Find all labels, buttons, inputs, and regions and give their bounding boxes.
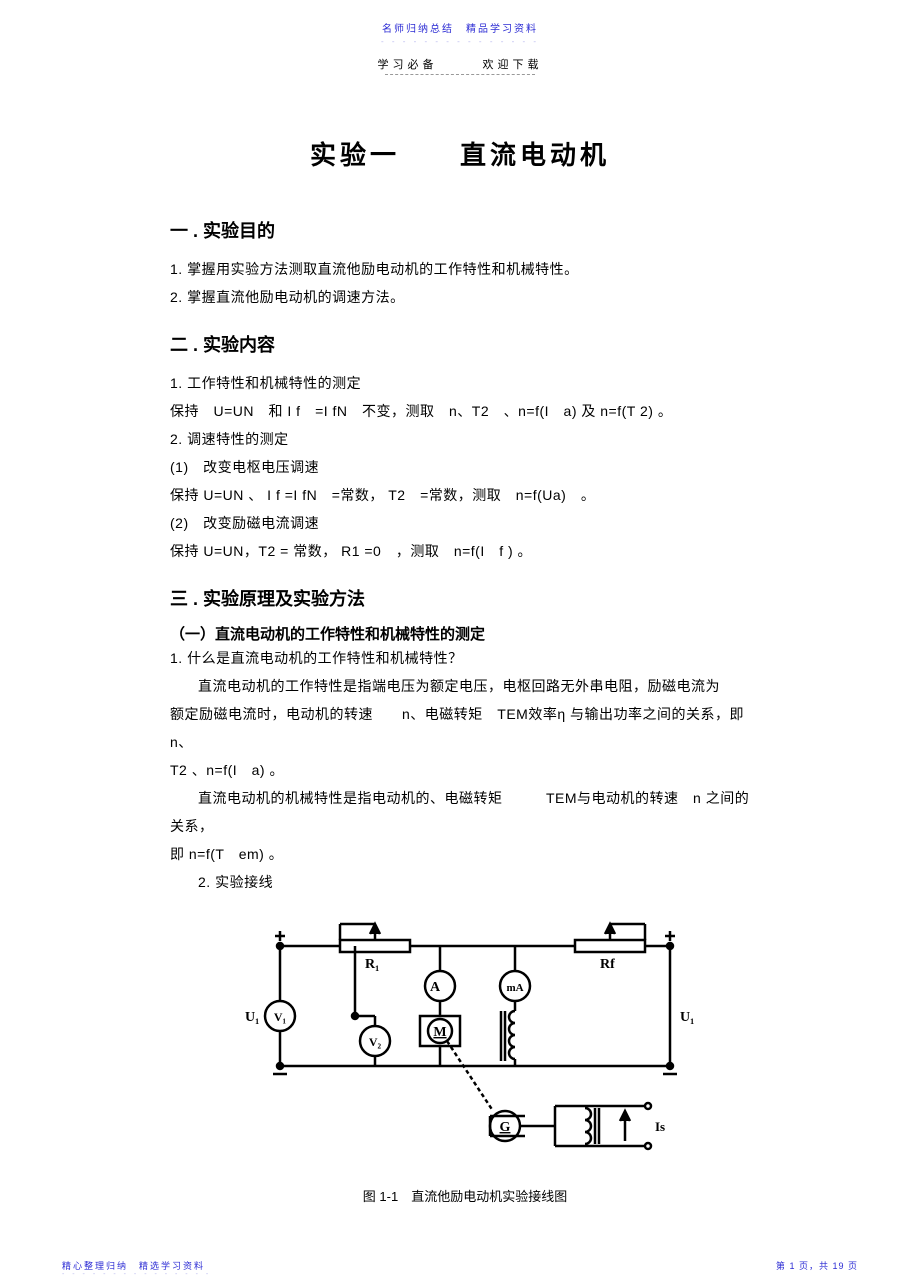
section3-para4: 直流电动机的机械特性是指电动机的、电磁转矩 TEM与电动机的转速 n 之间的关系… [170,784,760,840]
section3-para5: 即 n=f(T em) 。 [170,840,760,868]
section3-heading: 三 . 实验原理及实验方法 [170,585,760,611]
section3-para1: 直流电动机的工作特性是指端电压为额定电压，电枢回路无外串电阻，励磁电流为 [170,672,760,700]
header-divider [385,74,535,75]
page-header-sub: 学习必备 欢迎下载 [0,56,920,72]
section2-item2b-desc: 保持 U=UN，T2 = 常数， R1 =0 ，测取 n=f(I f ) 。 [170,537,760,565]
section2-item1-desc: 保持 U=UN 和 I f =I fN 不变，测取 n、T2 、n=f(I a)… [170,397,760,425]
label-v1: V₁ [274,1010,287,1024]
section2-item2: 2. 调速特性的测定 [170,425,760,453]
label-v2: V₂ [369,1035,382,1049]
footer-right: 第 1 页，共 19 页 [776,1259,858,1272]
section2-item2b: (2) 改变励磁电流调速 [170,509,760,537]
figure-caption: 图 1-1 直流他励电动机实验接线图 [170,1186,760,1205]
main-content: 一 . 实验目的 1. 掌握用实验方法测取直流他励电动机的工作特性和机械特性。 … [0,217,920,1205]
section2-item2a-desc: 保持 U=UN 、 I f =I fN =常数， T2 =常数，测取 n=f(U… [170,481,760,509]
label-a: A [430,980,441,995]
section3-para2: 额定励磁电流时，电动机的转速 n、电磁转矩 TEM效率η 与输出功率之间的关系，… [170,700,760,756]
label-is: Is [655,1119,665,1134]
page-header-top: 名师归纳总结 精品学习资料 [0,0,920,35]
label-u1-left: U₁ [245,1010,259,1025]
section3-sub1: （一）直流电动机的工作特性和机械特性的测定 [170,623,760,644]
footer-right-mid: 页，共 [795,1261,832,1271]
label-m: M [433,1025,446,1040]
section2-heading: 二 . 实验内容 [170,331,760,357]
label-r1: R₁ [365,957,379,972]
footer-right-suffix: 页 [844,1261,858,1271]
footer-right-prefix: 第 [776,1261,790,1271]
page-total: 19 [832,1261,844,1271]
label-g: G [500,1120,511,1135]
header-dashes: - - - - - - - - - - - - - - - [0,37,920,46]
page-title: 实验一 直流电动机 [0,135,920,172]
section2-item2a: (1) 改变电枢电压调速 [170,453,760,481]
circuit-diagram: R₁ Rf A mA U₁ U₁ V₁ V₂ M G Is [225,916,705,1176]
footer-left-dashes: - - - - - - - - - - - - - - - [62,1271,211,1278]
section3-item1: 1. 什么是直流电动机的工作特性和机械特性？ [170,644,760,672]
section3-item2: 2. 实验接线 [170,868,760,896]
label-u1-right: U₁ [680,1010,694,1025]
section1-heading: 一 . 实验目的 [170,217,760,243]
section3-para3: T2 、n=f(I a) 。 [170,756,760,784]
section2-item1: 1. 工作特性和机械特性的测定 [170,369,760,397]
label-ma: mA [506,982,523,994]
section1-item2: 2. 掌握直流他励电动机的调速方法。 [170,283,760,311]
section1-item1: 1. 掌握用实验方法测取直流他励电动机的工作特性和机械特性。 [170,255,760,283]
label-rf: Rf [600,957,615,972]
